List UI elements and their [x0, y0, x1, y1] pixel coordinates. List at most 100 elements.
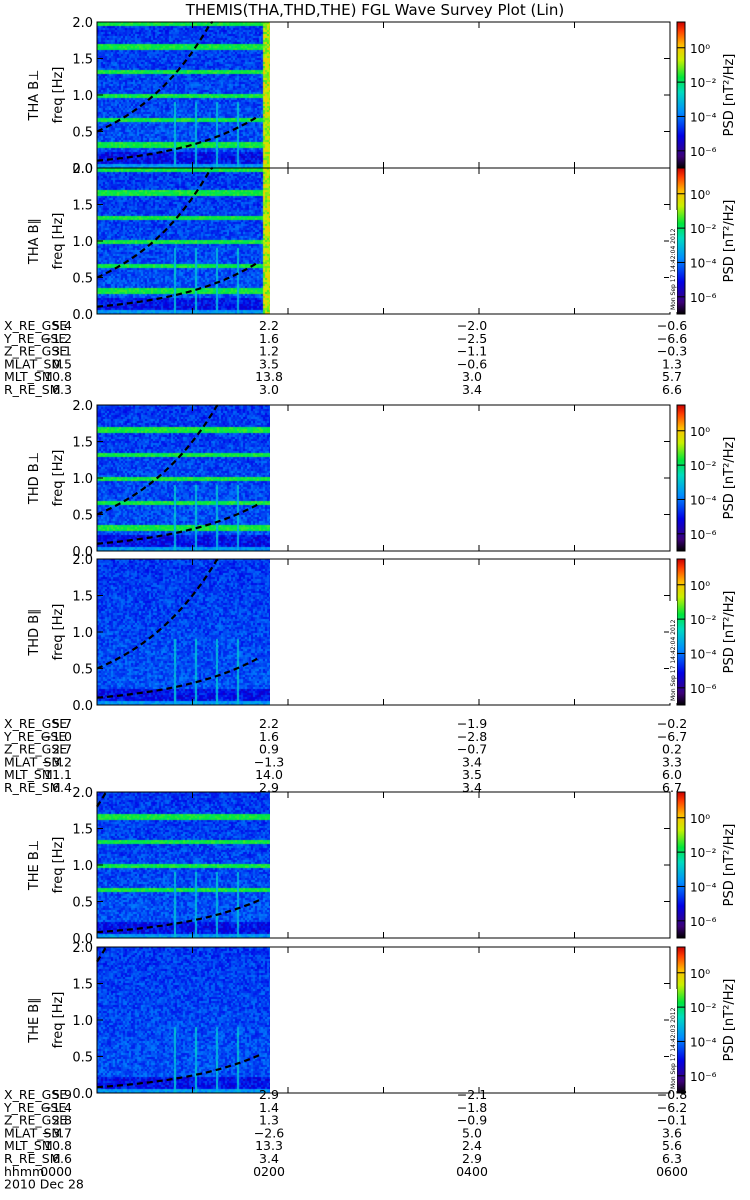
ephemeris-value: 5.4 — [52, 318, 72, 333]
ephemeris-value: 5.9 — [52, 1087, 72, 1102]
colorbar-tick-label: 10⁻² — [690, 76, 717, 90]
ephemeris-value: −6.6 — [657, 331, 687, 346]
ephemeris-value: 13.3 — [255, 1138, 283, 1153]
ephemeris-value: 14.0 — [255, 767, 283, 782]
y-tick-label: 2.0 — [72, 553, 93, 568]
colorbar-tick-label: 10⁻⁴ — [690, 110, 717, 124]
colorbar-tick-label: 10⁻⁶ — [690, 682, 717, 696]
ephemeris-value: 5.0 — [462, 1125, 482, 1140]
ephemeris-value: 6.0 — [662, 767, 682, 782]
ephemeris-value: 3.0 — [259, 382, 279, 397]
colorbar-tick-label: 10⁰ — [690, 188, 710, 202]
spectrogram-image — [97, 405, 270, 551]
ephemeris-value: 3.3 — [662, 754, 682, 769]
ephemeris-value: 5.7 — [52, 716, 72, 731]
ephemeris-value: 6.7 — [662, 780, 682, 795]
colorbar-tick-label: 10⁰ — [690, 579, 710, 593]
fce-dashed-line — [96, 1054, 260, 1089]
fce-dashed-line — [96, 404, 220, 516]
ephemeris-value: 3.5 — [462, 767, 482, 782]
ephemeris-value: −1.2 — [42, 331, 72, 346]
y-tick-label: 1.5 — [72, 590, 93, 605]
colorbar-label: PSD [nT²/Hz] — [722, 591, 737, 674]
ephemeris-value: 6.4 — [52, 780, 72, 795]
y-axis-label: freq [Hz] — [51, 67, 66, 124]
timestamp-stamp: Mon Sep 17 14:42:04 2012 — [670, 228, 677, 310]
ephemeris-value: 10.8 — [44, 369, 72, 384]
ephemeris-value: −0.6 — [457, 356, 487, 371]
ephemeris-label: Y_RE_GSE — [3, 729, 66, 744]
y-tick-label: 0.5 — [72, 272, 93, 287]
ephemeris-label: MLT_SM — [4, 1138, 53, 1153]
y-axis-probe-label: THD B∥ — [27, 608, 42, 656]
ephemeris-label: MLAT_SM — [4, 754, 62, 769]
timestamp-background — [669, 210, 677, 312]
ephemeris-label: Z_RE_GSE — [4, 742, 67, 757]
y-tick-label: 1.0 — [72, 89, 93, 104]
ephemeris-value: 13.8 — [255, 369, 283, 384]
y-tick-label: 0.0 — [72, 699, 93, 714]
y-tick-label: 1.5 — [72, 199, 93, 214]
y-tick-label: 1.0 — [72, 626, 93, 641]
ephemeris-label: Z_RE_GSE — [4, 344, 67, 359]
timestamp-background — [669, 601, 677, 703]
colorbar-tick-label: 10⁻⁶ — [690, 915, 717, 929]
y-tick-label: 0.5 — [72, 126, 93, 141]
spectrogram-image — [97, 559, 270, 705]
ephemeris-value: 3.0 — [462, 369, 482, 384]
ephemeris-value: 1.6 — [259, 729, 279, 744]
y-tick-label: 1.5 — [72, 53, 93, 68]
fce-dashed-line — [96, 656, 260, 699]
colorbar-label: PSD [nT²/Hz] — [722, 200, 737, 283]
colorbar-tick-label: 10⁰ — [690, 967, 710, 981]
ephemeris-value: −0.3 — [657, 344, 687, 359]
ephemeris-value: 2.2 — [259, 318, 279, 333]
colorbar — [676, 558, 686, 706]
ephemeris-label: R_RE_SM — [4, 780, 61, 795]
y-tick-label: 0.0 — [72, 162, 93, 177]
timestamp-background — [669, 989, 677, 1091]
y-axis-probe-label: THA B∥ — [27, 218, 42, 265]
colorbar-tick-label: 10⁻⁴ — [690, 647, 717, 661]
ephemeris-value: −2.8 — [457, 729, 487, 744]
ephemeris-value: 3.6 — [662, 1125, 682, 1140]
ephemeris-value: 0400 — [456, 1164, 488, 1179]
ephemeris-label: R_RE_SM — [4, 1151, 61, 1166]
colorbar-tick-label: 10⁻⁴ — [690, 493, 717, 507]
ephemeris-value: −0.1 — [657, 1113, 687, 1128]
ephemeris-value: 1.6 — [259, 331, 279, 346]
ephemeris-value: −1.0 — [42, 729, 72, 744]
colorbar-tick-label: 10⁻⁴ — [690, 880, 717, 894]
spectrogram-image — [97, 168, 270, 314]
colorbar-tick-label: 10⁻⁶ — [690, 1070, 717, 1084]
colorbar-label: PSD [nT²/Hz] — [722, 437, 737, 520]
y-axis-label: freq [Hz] — [51, 604, 66, 661]
colorbar-tick-label: 10⁰ — [690, 425, 710, 439]
ephemeris-value: 1.2 — [259, 344, 279, 359]
ephemeris-value: 3.1 — [52, 344, 72, 359]
y-axis-probe-label: THE B∥ — [27, 997, 42, 1043]
colorbar-tick-label: 10⁻⁶ — [690, 291, 717, 305]
ephemeris-value: −2.5 — [457, 331, 487, 346]
ephemeris-value: −1.4 — [42, 1100, 72, 1115]
y-axis-label: freq [Hz] — [51, 213, 66, 270]
y-tick-label: 2.0 — [72, 786, 93, 801]
spectrogram-image — [97, 792, 270, 938]
ephemeris-value: −0.7 — [457, 742, 487, 757]
ephemeris-value: 0600 — [656, 1164, 688, 1179]
ephemeris-value: −0.6 — [657, 318, 687, 333]
ephemeris-value: 6.6 — [662, 382, 682, 397]
y-tick-label: 1.0 — [72, 472, 93, 487]
y-tick-label: 2.0 — [72, 399, 93, 414]
ephemeris-value: 2.2 — [259, 716, 279, 731]
colorbar-tick-label: 10⁻² — [690, 846, 717, 860]
fce-dashed-line — [96, 558, 220, 670]
ephemeris-value: 3.4 — [462, 780, 482, 795]
y-tick-label: 1.0 — [72, 1014, 93, 1029]
y-tick-label: 0.5 — [72, 1051, 93, 1066]
spectrogram-image — [97, 22, 270, 168]
y-tick-label: 0.0 — [72, 1087, 93, 1102]
y-axis-label: freq [Hz] — [51, 837, 66, 894]
ephemeris-label: X_RE_GSE — [4, 1087, 67, 1102]
